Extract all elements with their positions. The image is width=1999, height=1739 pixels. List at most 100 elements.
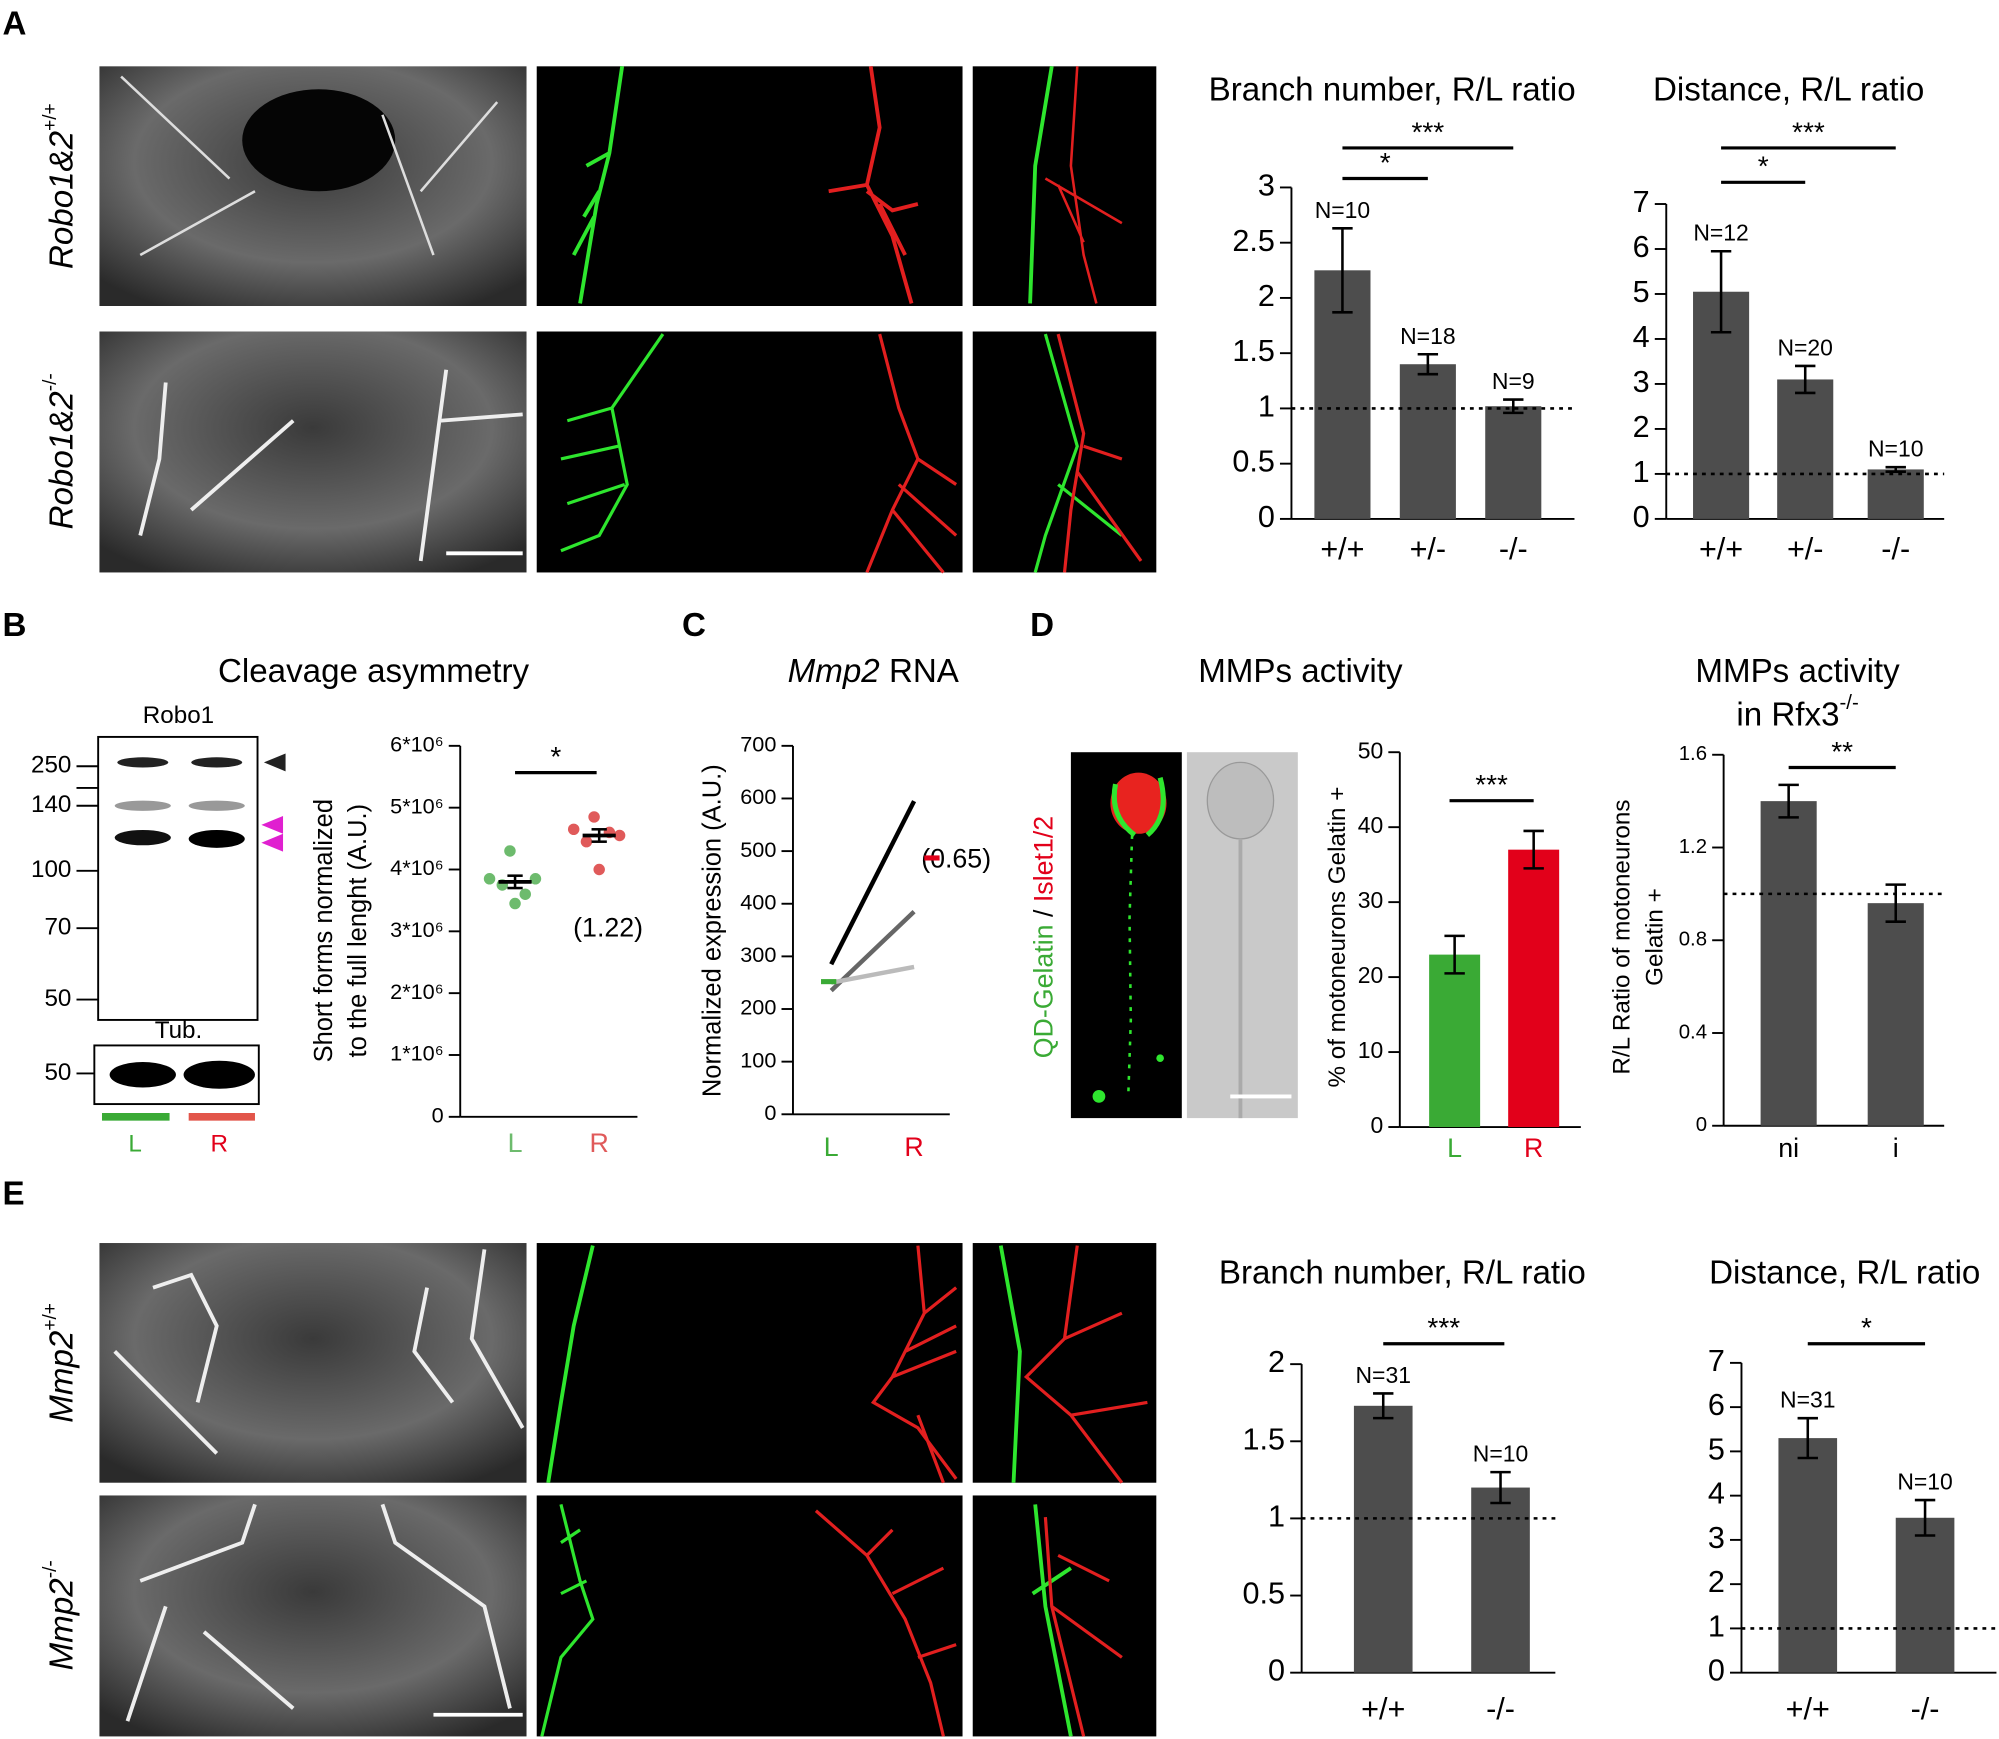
- y-tick-label: 0: [432, 1103, 444, 1128]
- chart: 0 100 200 300 400 500 600 700 Mmp2 RNA Normalized…: [699, 653, 991, 1162]
- x-tick-label: R: [1524, 1133, 1543, 1163]
- blot-marker: 50: [44, 985, 71, 1012]
- y-tick-label: 1: [1633, 455, 1650, 489]
- gene: Robo1&2: [43, 131, 80, 269]
- y-tick-label: 30: [1358, 887, 1384, 913]
- significance-label: ***: [1792, 116, 1825, 147]
- y-tick-label: 7: [1633, 185, 1650, 219]
- blot-marker: 140: [31, 791, 71, 818]
- y-tick-label: 2: [1258, 279, 1275, 313]
- chart-title-line: MMPs activity: [1695, 653, 1900, 690]
- x-tick-label: R: [590, 1128, 609, 1158]
- y-tick-label: 0.4: [1679, 1021, 1707, 1043]
- blot-marker: 250: [31, 752, 71, 779]
- blot-marker: 50: [44, 1059, 71, 1086]
- data-point: [580, 835, 593, 848]
- panel-label: E: [3, 1176, 25, 1213]
- sample-size-label: N=9: [1492, 368, 1535, 394]
- gene: Robo1&2: [43, 391, 80, 529]
- y-tick-label: 0: [1696, 1114, 1707, 1136]
- y-tick-label: 400: [740, 889, 776, 914]
- significance-label: ***: [1427, 1312, 1460, 1343]
- sample-size-label: N=10: [1315, 197, 1370, 223]
- x-tick-label: +/-: [1787, 532, 1824, 566]
- significance-label: ***: [1475, 769, 1508, 800]
- genotype: -/-: [40, 1560, 61, 1578]
- chart: 0 10 20 30 40 50 MMPs activity % of motoneurons…: [1198, 653, 1581, 1163]
- y-tick-label: 40: [1358, 812, 1384, 838]
- chart: 0 1 2 3 4 5 6 7 Distance, R/L ratio +/+ -/- * N=31 N=…: [1708, 1255, 1997, 1726]
- y-tick-label: 2: [1633, 410, 1650, 444]
- x-tick-label: +/+: [1699, 532, 1743, 566]
- bar: [1353, 1405, 1413, 1673]
- x-tick-label: +/+: [1361, 1692, 1405, 1726]
- y-axis-label: Normalized expression (A.U.): [699, 764, 727, 1097]
- data-point: [504, 845, 516, 857]
- blot-marker: 70: [44, 914, 71, 941]
- y-tick-label: 2*10⁶: [390, 979, 443, 1004]
- bar: [1867, 903, 1924, 1126]
- bar: [1867, 469, 1924, 519]
- panel-label: A: [3, 5, 27, 42]
- x-tick-label: L: [824, 1132, 839, 1162]
- chart-title: in Rfx3-/-: [1736, 692, 1858, 733]
- chart-title-italic: Mmp2: [788, 653, 880, 690]
- sample-size-label: N=10: [1473, 1441, 1528, 1467]
- bar: [1895, 1517, 1955, 1673]
- y-tick-label: 1*10⁶: [390, 1041, 443, 1066]
- genotype: +/+: [40, 103, 61, 131]
- bar: [1760, 801, 1817, 1126]
- y-tick-label: 1.5: [1232, 334, 1275, 368]
- chart-title: Distance, R/L ratio: [1653, 72, 1924, 109]
- blot-marker: 100: [31, 856, 71, 883]
- series-line: [829, 800, 917, 966]
- significance-label: *: [1861, 1312, 1872, 1343]
- sample-size-label: N=20: [1777, 334, 1832, 360]
- y-tick-label: 4: [1633, 320, 1650, 354]
- y-tick-label: 5: [1633, 275, 1650, 309]
- y-tick-label: 4: [1708, 1477, 1725, 1511]
- chart-title: Mmp2 RNA: [788, 653, 960, 690]
- significance-label: ***: [1411, 116, 1444, 147]
- image-panel-d: [1070, 752, 1298, 1119]
- data-point: [567, 823, 580, 836]
- y-axis-label: R/L Ratio of motoneurons: [1608, 800, 1635, 1075]
- x-tick-label: ni: [1778, 1133, 1799, 1163]
- chart: 0 0.5 1 1.5 2 2.5 3 Branch number, R/L ratio +/+…: [1209, 72, 1576, 566]
- y-tick-label: 0: [1370, 1112, 1383, 1138]
- x-tick-label: +/+: [1320, 532, 1364, 566]
- panel-label: C: [682, 607, 706, 644]
- y-tick-label: 3: [1708, 1521, 1725, 1555]
- y-tick-label: 0: [1268, 1654, 1285, 1688]
- bar: [1508, 849, 1560, 1128]
- blot-title: Robo1: [143, 702, 214, 729]
- y-tick-label: 0: [1633, 500, 1650, 534]
- bar: [1399, 364, 1456, 519]
- blot-loading-label: Tub.: [155, 1017, 203, 1044]
- x-tick-label: -/-: [1499, 532, 1528, 566]
- stain-separator: /: [1028, 909, 1058, 917]
- sample-size-label: N=12: [1693, 220, 1748, 246]
- bar: [1485, 406, 1542, 519]
- chart-title-rest: RNA: [889, 653, 960, 690]
- y-tick-label: 4*10⁶: [390, 855, 443, 880]
- y-tick-label: 50: [1358, 737, 1384, 763]
- y-tick-label: 3: [1633, 365, 1650, 399]
- chart-title-superscript: -/-: [1840, 692, 1859, 714]
- y-tick-label: 1.2: [1679, 836, 1707, 858]
- panel-label: B: [3, 607, 27, 644]
- y-axis-label: Gelatin +: [1641, 888, 1668, 986]
- bar: [1471, 1487, 1530, 1673]
- y-tick-label: 6: [1708, 1388, 1725, 1422]
- chart-title: MMPs activity: [1695, 653, 1900, 690]
- y-tick-label: 700: [740, 732, 776, 757]
- image-row-label: Robo1&2-/-: [40, 373, 80, 529]
- y-tick-label: 0.8: [1679, 929, 1707, 951]
- y-tick-label: 3: [1258, 169, 1275, 203]
- y-tick-label: 300: [740, 942, 776, 967]
- y-tick-label: 0: [764, 1100, 776, 1125]
